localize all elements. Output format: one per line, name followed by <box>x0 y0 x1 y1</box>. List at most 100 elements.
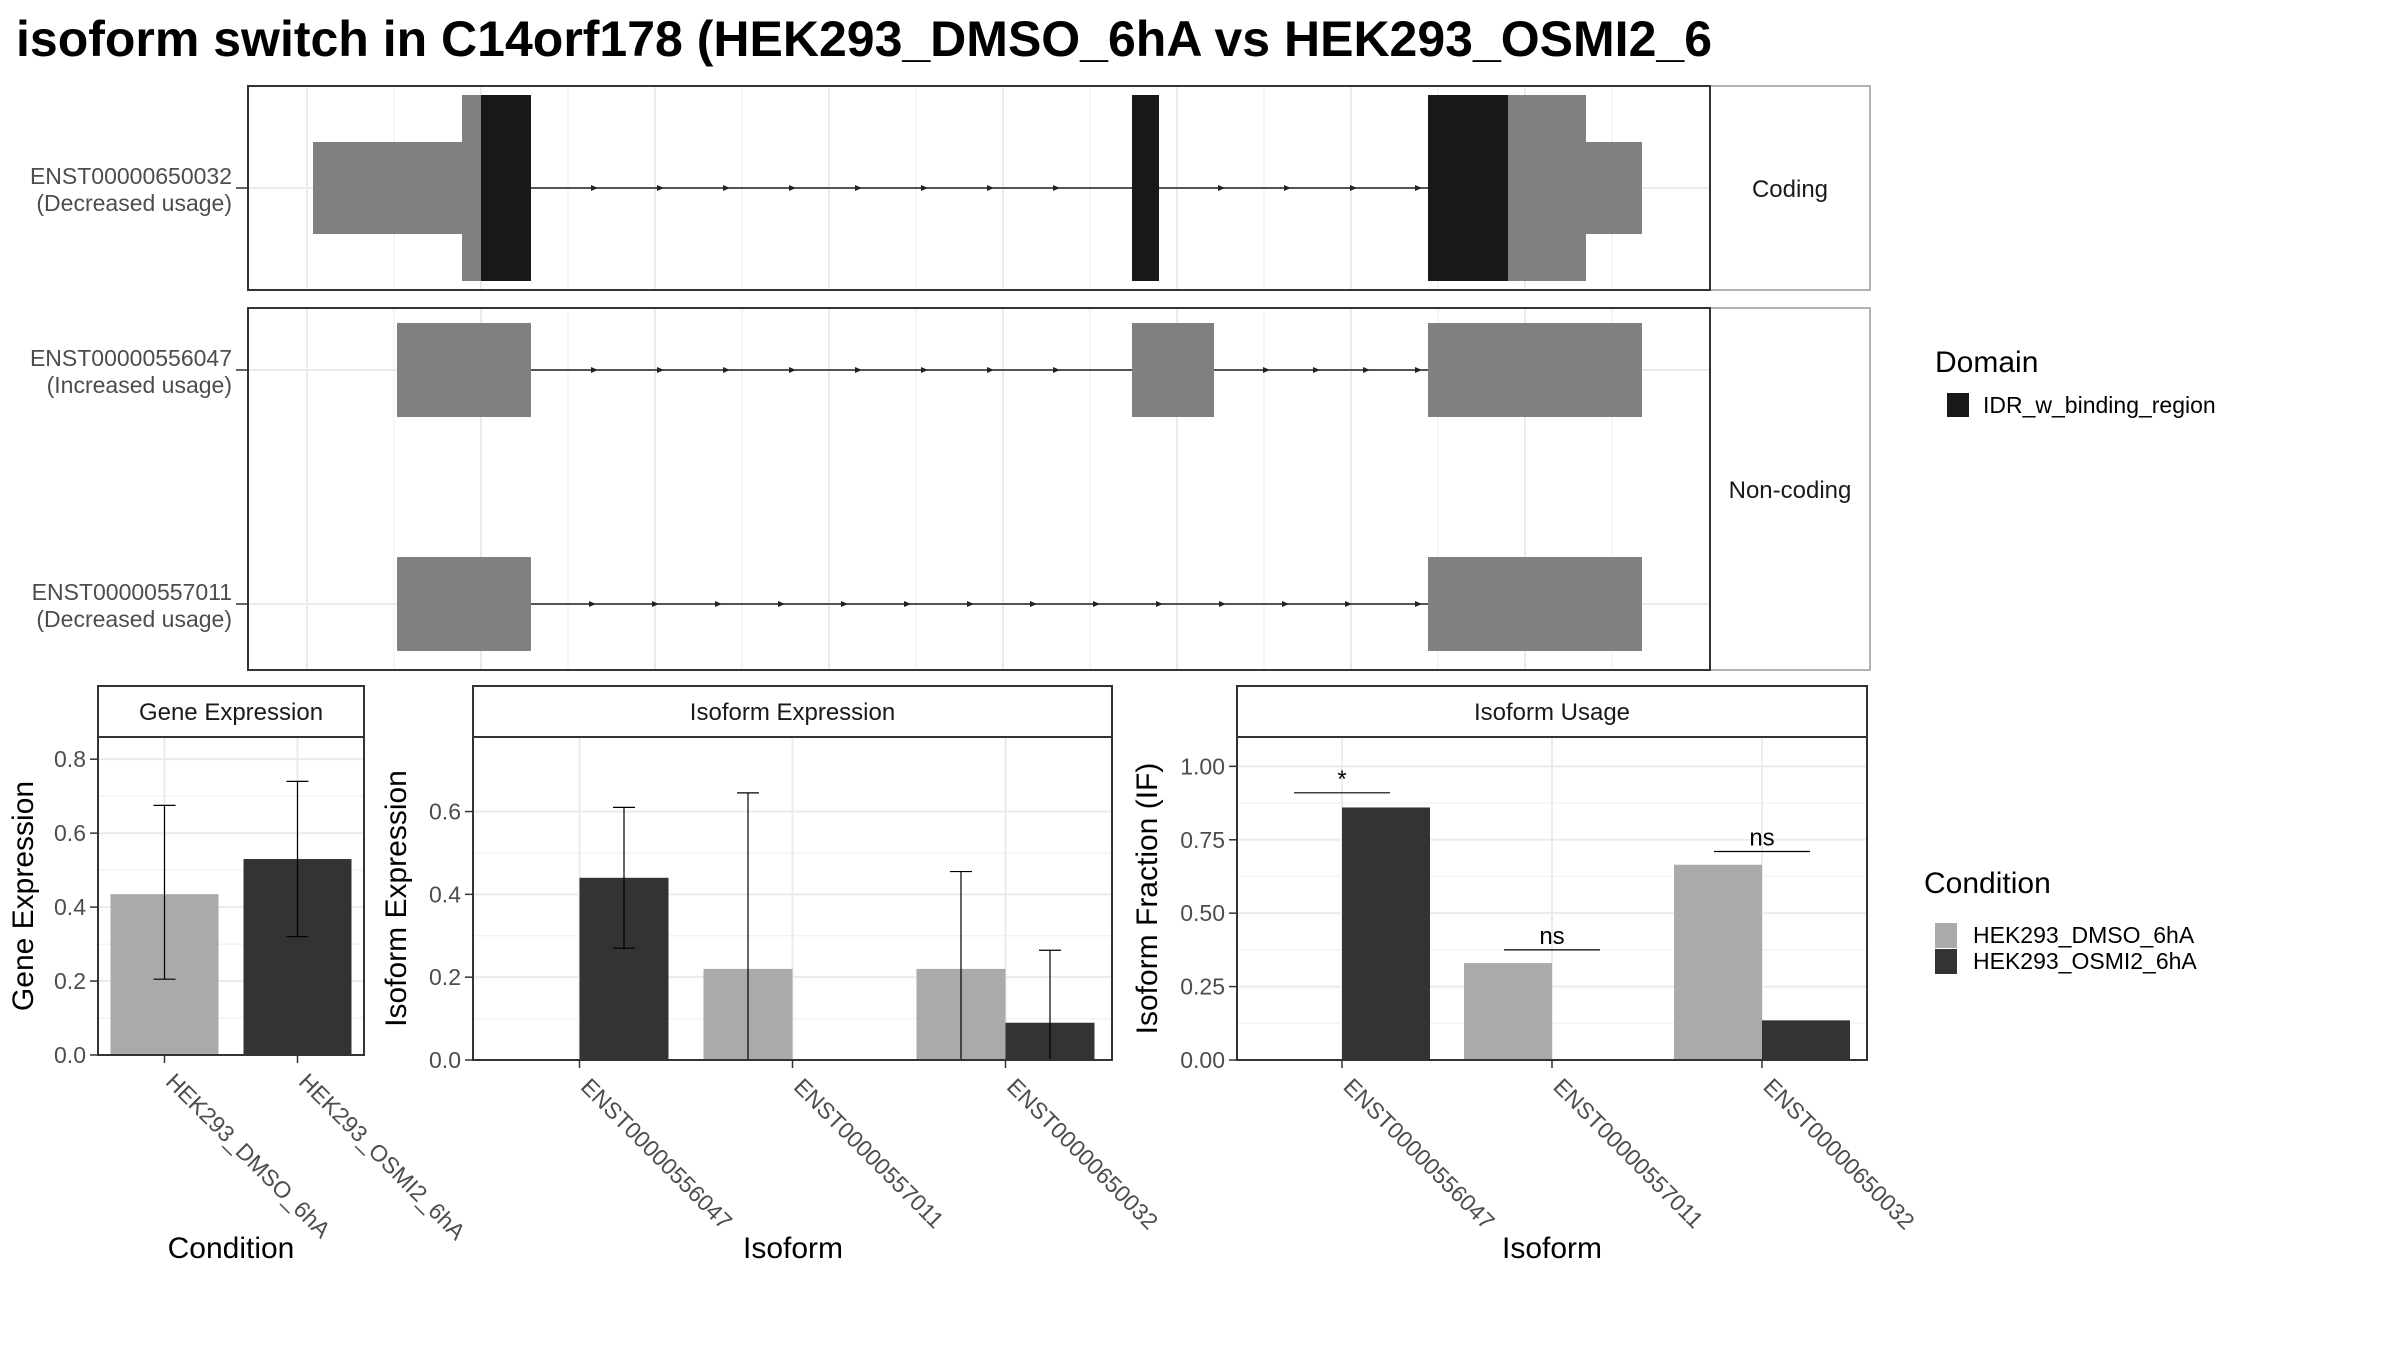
transcript-id-label: ENST00000556047 <box>30 345 232 371</box>
x-tick-label: ENST00000556047 <box>576 1073 737 1234</box>
y-tick-label: 0.6 <box>54 820 86 846</box>
intron-arrow <box>921 185 928 191</box>
transcript-id-label: ENST00000650032 <box>30 163 232 189</box>
intron-arrow <box>1219 601 1226 607</box>
intron-arrow <box>652 601 659 607</box>
y-tick-label: 0.2 <box>429 964 461 990</box>
figure-title: isoform switch in C14orf178 (HEK293_DMSO… <box>16 11 1712 67</box>
exon <box>397 557 531 651</box>
transcript-facet-panel: Coding <box>248 85 1871 291</box>
legend-label-condition: HEK293_DMSO_6hA <box>1973 922 2195 948</box>
intron-arrow <box>1415 367 1422 373</box>
transcript-id-label: ENST00000557011 <box>32 579 232 605</box>
facet-strip <box>472 685 1113 738</box>
x-tick-label: ENST00000556047 <box>1338 1073 1499 1234</box>
transcript-facet-panel: Non-coding <box>248 307 1871 671</box>
legend-key-domain <box>1947 393 1969 417</box>
transcript-ENST00000556047 <box>397 323 1642 417</box>
y-tick-label: 0.25 <box>1180 974 1225 1000</box>
significance-label: ns <box>1749 825 1774 852</box>
intron-arrow <box>921 367 928 373</box>
y-tick-label: 0.4 <box>54 894 86 920</box>
condition-legend: Condition HEK293_DMSO_6hAHEK293_OSMI2_6h… <box>1924 867 2197 974</box>
facet-strip-label: Isoform Expression <box>690 699 895 726</box>
bar-HEK293_DMSO_6hA <box>1674 864 1762 1060</box>
intron-arrow <box>715 601 722 607</box>
significance-label: ns <box>1539 923 1564 950</box>
intron-arrow <box>1363 367 1370 373</box>
intron-arrow <box>1093 601 1100 607</box>
y-tick-label: 0.00 <box>1180 1047 1225 1073</box>
bar-HEK293_OSMI2_6hA <box>1342 807 1430 1060</box>
intron-arrow <box>591 367 598 373</box>
intron-arrow <box>967 601 974 607</box>
transcript-structure-plot: Coding Non-coding ENST00000650032(Decrease… <box>30 85 1871 671</box>
intron-arrow <box>591 185 598 191</box>
y-tick-label: 0.75 <box>1180 827 1225 853</box>
transcript-ENST00000650032 <box>313 95 1642 281</box>
intron-arrow <box>987 185 994 191</box>
bar-HEK293_OSMI2_6hA <box>1762 1020 1850 1060</box>
intron-arrow <box>1415 601 1422 607</box>
y-tick-label: 0.2 <box>54 968 86 994</box>
intron-arrow <box>778 601 785 607</box>
utr-exon <box>313 142 462 234</box>
y-tick-label: 0.6 <box>429 799 461 825</box>
intron-arrow <box>657 367 664 373</box>
intron-arrow <box>789 367 796 373</box>
domain-legend: Domain IDR_w_binding_region <box>1935 346 2216 418</box>
facet-strip-label: Isoform Usage <box>1474 699 1630 726</box>
y-tick-label: 0.50 <box>1180 900 1225 926</box>
intron-arrow <box>1030 601 1037 607</box>
transcript-ENST00000557011 <box>397 557 1642 651</box>
domain-region <box>1132 95 1159 281</box>
legend-key-condition <box>1935 923 1957 948</box>
intron-arrow <box>1053 185 1060 191</box>
domain-region <box>1428 95 1508 281</box>
exon <box>1428 557 1642 651</box>
exon <box>1132 323 1214 417</box>
x-tick-label: ENST00000650032 <box>1002 1073 1163 1234</box>
exon <box>1428 323 1642 417</box>
x-tick-label: ENST00000650032 <box>1758 1073 1919 1234</box>
intron-arrow <box>723 185 730 191</box>
intron-arrow <box>1415 185 1422 191</box>
chart-isoform-expression: Isoform Expression 0.0 0.2 0.4 0.6 ENST000005… <box>380 685 1163 1265</box>
intron-arrow <box>1313 367 1320 373</box>
transcript-usage-label: (Decreased usage) <box>36 190 232 216</box>
panel-border <box>247 307 1711 671</box>
intron-arrow <box>657 185 664 191</box>
y-tick-label: 0.8 <box>54 746 86 772</box>
intron-arrow <box>855 367 862 373</box>
facet-strip-label: Gene Expression <box>139 699 323 726</box>
intron-arrow <box>1218 185 1225 191</box>
intron-arrow <box>904 601 911 607</box>
intron-arrow <box>987 367 994 373</box>
transcript-usage-label: (Increased usage) <box>47 372 232 398</box>
y-tick-label: 0.0 <box>429 1047 461 1073</box>
facet-strip <box>1236 685 1868 738</box>
utr-exon <box>1586 142 1642 234</box>
intron-arrow <box>723 367 730 373</box>
intron-arrow <box>1350 185 1357 191</box>
panel-border <box>247 85 1711 291</box>
facet-strip-label: Non-coding <box>1729 477 1852 504</box>
x-axis-title: Isoform <box>1502 1232 1602 1265</box>
significance-label: * <box>1337 766 1346 793</box>
domain-legend-title: Domain <box>1935 346 2038 379</box>
intron-arrow <box>841 601 848 607</box>
intron-arrow <box>1282 601 1289 607</box>
condition-legend-title: Condition <box>1924 867 2051 900</box>
legend-key-condition <box>1935 949 1957 974</box>
y-axis-title: Gene Expression <box>7 781 40 1011</box>
intron-arrow <box>1284 185 1291 191</box>
chart-isoform-usage: * ns ns Isoform Usage 0.00 0.25 0.50 0.75 1.00 EN… <box>1131 685 1920 1265</box>
intron-arrow <box>589 601 596 607</box>
intron-arrow <box>1345 601 1352 607</box>
intron-arrow <box>1053 367 1060 373</box>
intron-arrow <box>789 185 796 191</box>
legend-label-condition: HEK293_OSMI2_6hA <box>1973 948 2197 974</box>
intron-arrow <box>1263 367 1270 373</box>
y-tick-label: 0.4 <box>429 881 461 907</box>
